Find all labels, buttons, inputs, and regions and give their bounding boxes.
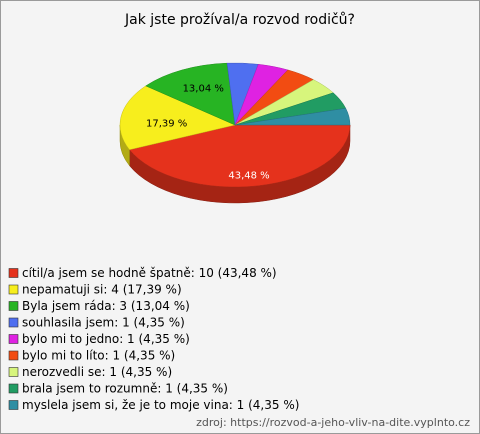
- legend-swatch: [8, 268, 19, 278]
- slice: [129, 124, 351, 188]
- legend-swatch: [8, 400, 19, 410]
- legend-label: nerozvedli se: 1 (4,35 %): [22, 365, 172, 379]
- legend-swatch: [8, 350, 19, 361]
- slice: [145, 62, 236, 126]
- data-label: 13,04 %: [183, 84, 224, 95]
- legend-label: bylo mi to jedno: 1 (4,35 %): [22, 332, 190, 346]
- slice: [119, 85, 236, 150]
- legend-label: myslela jsem si, že je to moje vina: 1 (…: [22, 398, 299, 412]
- legend-label: bylo mi to líto: 1 (4,35 %): [22, 349, 175, 363]
- legend-swatch: [8, 367, 19, 377]
- legend-label: brala jsem to rozumně: 1 (4,35 %): [22, 382, 228, 396]
- source: zdroj: https://rozvod-a-jeho-vliv-na-dit…: [196, 416, 470, 429]
- legend-swatch: [8, 334, 19, 344]
- legend-label: souhlasila jsem: 1 (4,35 %): [22, 316, 185, 330]
- chart-title: Jak jste prožíval/a rozvod rodičů?: [124, 12, 355, 28]
- legend-swatch: [8, 317, 19, 328]
- legend-label: nepamatuji si: 4 (17,39 %): [22, 283, 182, 297]
- legend-swatch: [8, 383, 19, 394]
- data-label: 43,48 %: [228, 171, 269, 182]
- legend-swatch: [8, 301, 19, 311]
- legend-label: Byla jsem ráda: 3 (13,04 %): [22, 299, 190, 313]
- slice: [234, 107, 351, 126]
- legend-swatch: [8, 284, 19, 295]
- data-label: 17,39 %: [146, 119, 187, 130]
- legend-label: cítil/a jsem se hodně špatně: 10 (43,48 …: [22, 266, 277, 280]
